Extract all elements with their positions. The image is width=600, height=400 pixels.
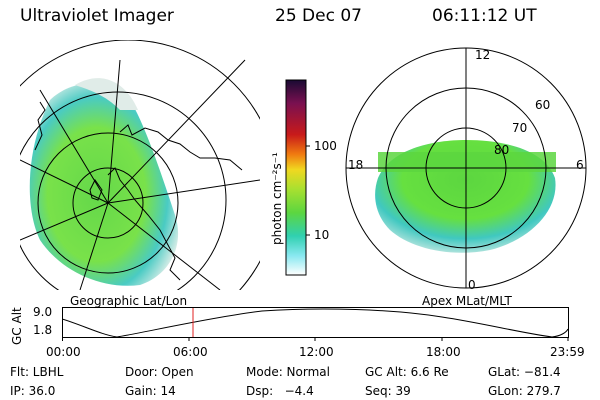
filter-info: Flt: LBHL	[10, 365, 64, 379]
altitude-xtick-0: 00:00	[46, 345, 81, 359]
dsp-info: Dsp: −4.4	[246, 384, 314, 398]
mode-info: Mode: Normal	[246, 365, 330, 379]
lat-label-60: 60	[535, 98, 551, 112]
seq-info: Seq: 39	[365, 384, 411, 398]
altitude-xtick-4: 23:59	[550, 345, 585, 359]
altitude-plot	[62, 307, 569, 341]
altitude-xtick-1: 06:00	[173, 345, 208, 359]
left-map-caption: Geographic Lat/Lon	[70, 294, 188, 308]
gain-info: Gain: 14	[125, 384, 176, 398]
colorbar-tick-10: 10	[314, 228, 330, 242]
ip-info: IP: 36.0	[10, 384, 56, 398]
colorbar-label: photon cm⁻²s⁻¹	[270, 152, 284, 245]
altitude-xtick-2: 12:00	[299, 345, 334, 359]
mlt-label-6: 6	[576, 158, 584, 172]
lat-label-70: 70	[512, 121, 528, 135]
lat-label-80: 80	[494, 143, 510, 157]
mlt-label-18: 18	[348, 158, 364, 172]
color-bar	[285, 79, 310, 276]
altitude-curve	[62, 308, 569, 338]
altitude-xtick-3: 18:00	[426, 345, 461, 359]
polar-map	[345, 47, 587, 289]
date-label: 25 Dec 07	[275, 6, 362, 26]
gc-alt-info: GC Alt: 6.6 Re	[365, 365, 449, 379]
altitude-ytick-1-8: 1.8	[33, 323, 53, 337]
colorbar-tick-100: 100	[314, 139, 337, 153]
door-info: Door: Open	[125, 365, 194, 379]
altitude-ylabel: GC Alt	[10, 307, 24, 345]
aurora-region	[29, 83, 179, 286]
right-map-caption: Apex MLat/MLT	[422, 294, 512, 308]
time-label: 06:11:12 UT	[432, 6, 537, 26]
altitude-ytick-9: 9.0	[33, 305, 53, 319]
mlt-label-0: 0	[468, 278, 476, 292]
app-title: Ultraviolet Imager	[20, 6, 174, 26]
geographic-map	[20, 40, 260, 290]
glon-info: GLon: 279.7	[488, 384, 561, 398]
glat-info: GLat: −81.4	[488, 365, 561, 379]
mlt-label-12: 12	[475, 48, 491, 62]
